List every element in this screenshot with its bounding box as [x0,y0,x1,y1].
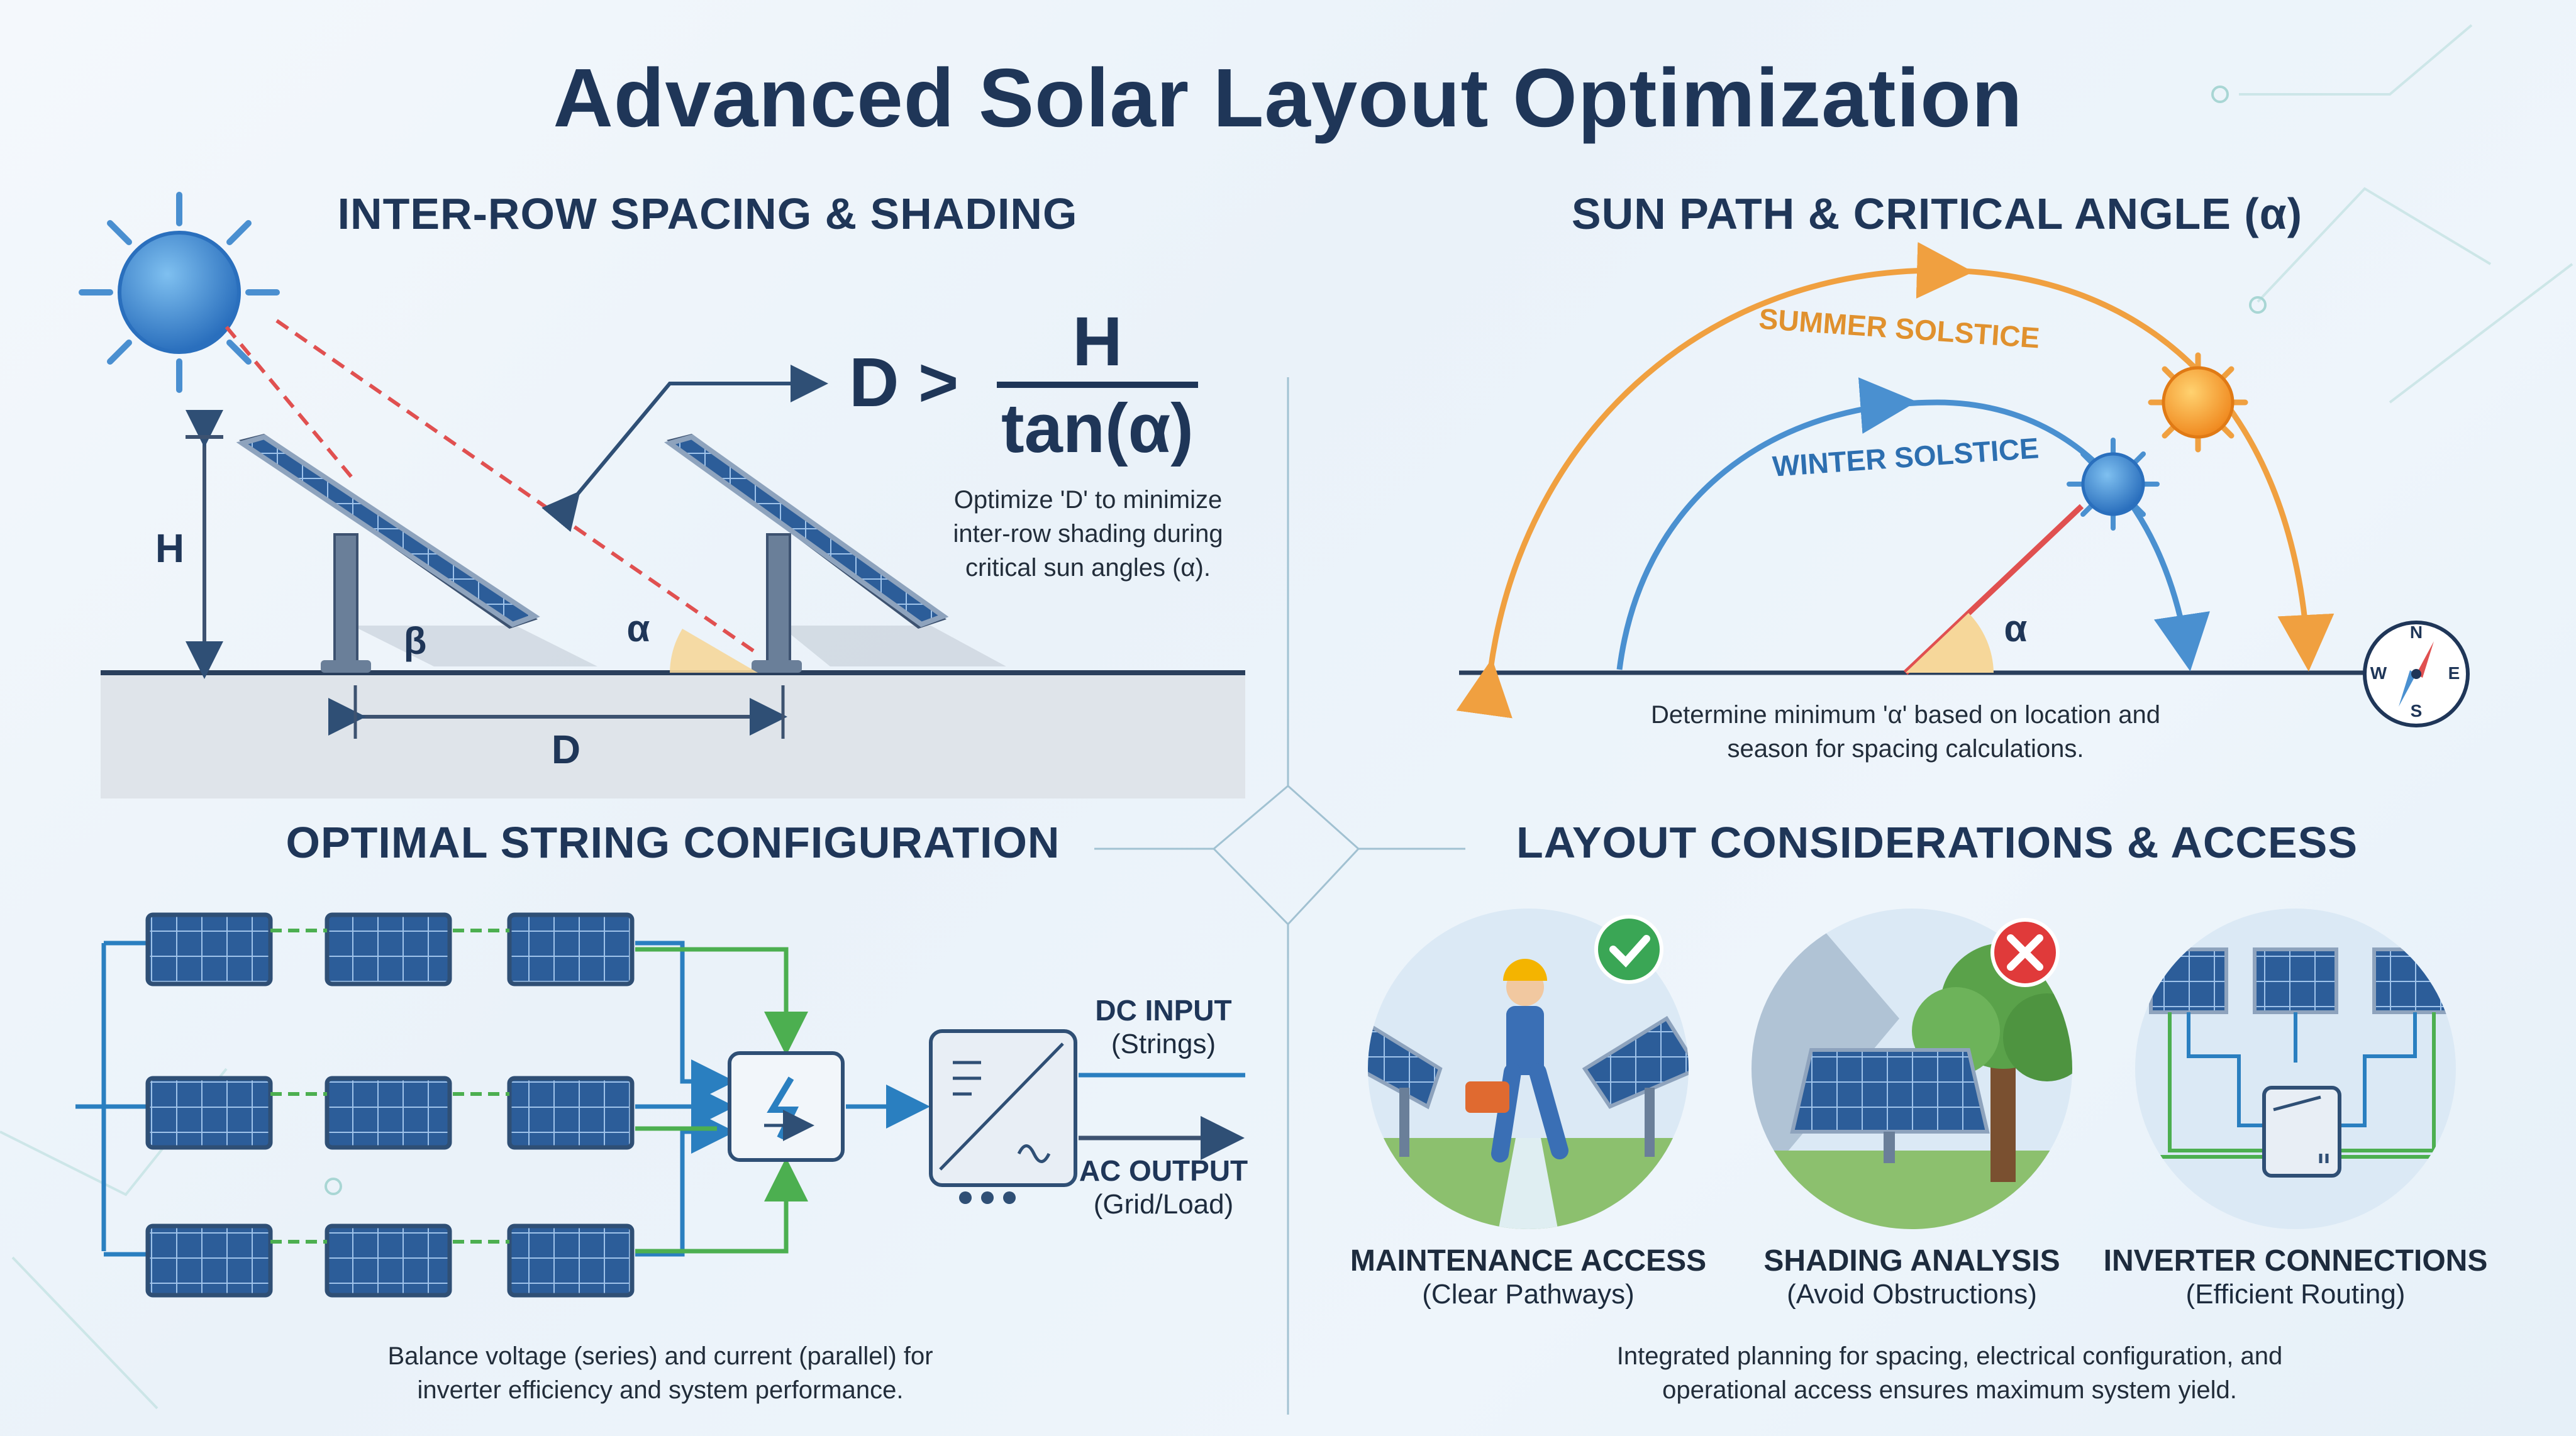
pv-module-2-3 [507,1076,635,1150]
shading-analysis-sub: (Avoid Obstructions) [1787,1279,2037,1310]
compass-icon [2363,621,2470,727]
inverter-connections-label: INVERTER CONNECTIONS [2103,1244,2488,1278]
compass-w: W [2370,663,2387,683]
layout-caption-1: Integrated planning for spacing, electri… [1616,1342,2283,1370]
spacing-caption-3: critical sun angles (α). [965,554,1211,582]
ac-output-label: AC OUTPUT [1079,1154,1248,1187]
shading-analysis-label: SHADING ANALYSIS [1763,1244,2060,1278]
sunpath-caption-1: Determine minimum 'α' based on location … [1651,701,2160,729]
heading-inter-row-spacing: INTER-ROW SPACING & SHADING [337,189,1078,238]
inverter-connections-sub: (Efficient Routing) [2185,1279,2406,1310]
inverter-icon [929,1029,1077,1204]
pv-module-1-3 [507,912,635,986]
ac-output-sub: (Grid/Load) [1093,1189,1234,1220]
strings-caption-1: Balance voltage (series) and current (pa… [387,1342,933,1370]
layout-caption-2: operational access ensures maximum syste… [1662,1376,2237,1404]
check-icon [1594,915,1663,984]
label-h: H [155,526,185,571]
label-alpha-spacing: α [626,607,650,649]
pv-module-2-2 [325,1076,452,1150]
sun-icon-summer [2148,352,2248,453]
sunpath-caption-2: season for spacing calculations. [1727,735,2084,763]
maintenance-access-label: MAINTENANCE ACCESS [1350,1244,1707,1278]
heading-layout-considerations: LAYOUT CONSIDERATIONS & ACCESS [1516,818,2358,867]
pv-module-3-2 [325,1223,452,1298]
label-alpha-sunpath: α [2004,607,2028,649]
formula-numerator: H [1072,303,1123,380]
maintenance-access-sub: (Clear Pathways) [1422,1279,1635,1310]
strings-caption-2: inverter efficiency and system performan… [417,1376,904,1404]
compass-s: S [2410,701,2423,721]
combiner-box-icon [728,1051,845,1162]
dc-input-label: DC INPUT [1095,994,1232,1027]
formula-denominator: tan(α) [1001,390,1194,467]
compass-n: N [2409,622,2423,642]
pv-module-1-1 [145,912,273,986]
spacing-caption-1: Optimize 'D' to minimize [953,486,1223,514]
spacing-caption-2: inter-row shading during [953,520,1223,548]
worker-icon [1465,959,1568,1163]
dc-input-sub: (Strings) [1111,1029,1216,1059]
page-title: Advanced Solar Layout Optimization [553,52,2023,144]
formula-lhs: D > [849,344,959,421]
pv-module-2-1 [145,1076,273,1150]
sun-icon-blue [79,192,280,393]
label-d: D [551,727,581,772]
pv-module-3-1 [145,1223,273,1298]
pv-module-1-2 [325,912,452,986]
pv-module-3-3 [507,1223,635,1298]
label-beta: β [403,620,427,662]
compass-e: E [2448,663,2460,683]
heading-sun-path: SUN PATH & CRITICAL ANGLE (α) [1571,189,2303,238]
sun-icon-winter [2067,438,2160,531]
heading-string-configuration: OPTIMAL STRING CONFIGURATION [286,818,1060,867]
